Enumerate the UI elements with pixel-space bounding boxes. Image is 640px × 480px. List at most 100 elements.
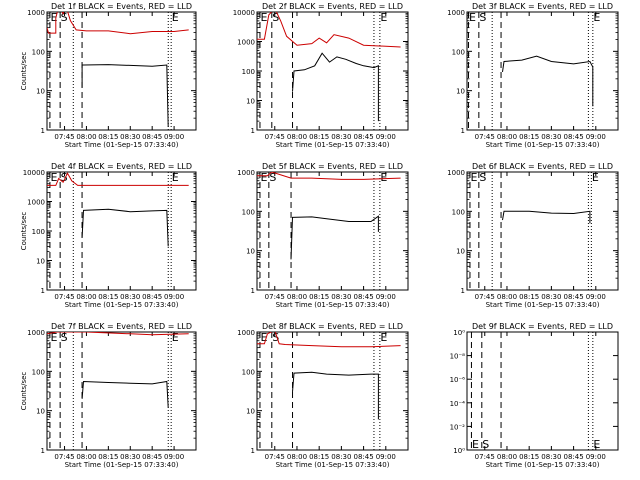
plot-frame: [46, 331, 197, 451]
x-tick-label: 08:45: [353, 293, 373, 301]
y-tick-label: 10: [456, 88, 465, 96]
x-axis-label: Start Time (01-Sep-15 07:33:40): [65, 301, 179, 309]
x-tick-label: 07:45: [475, 453, 495, 461]
x-tick-label: 08:15: [519, 453, 539, 461]
x-tick-label: 08:00: [497, 453, 517, 461]
x-tick-label: 09:00: [164, 293, 184, 301]
series-line: [257, 332, 401, 348]
plot-frame: [466, 11, 619, 131]
time-marker-label: E: [470, 171, 477, 184]
x-tick-label: 08:30: [120, 293, 140, 301]
x-tick-label: 08:45: [563, 293, 583, 301]
x-axis-label: Start Time (01-Sep-15 07:33:40): [276, 141, 390, 149]
series-line: [81, 380, 169, 408]
series-line: [47, 12, 189, 35]
panel-title: Det 1f BLACK = Events, RED = LLD: [51, 2, 192, 11]
y-tick-label: 10000: [233, 9, 255, 17]
panel-title: Det 6f BLACK = Events, RED = LLD: [472, 162, 613, 171]
x-tick-label: 08:00: [287, 133, 307, 141]
time-marker-label: E: [50, 331, 57, 344]
x-tick-label: 08:45: [353, 453, 373, 461]
time-marker-label: E: [260, 11, 267, 24]
series-line: [257, 172, 401, 180]
x-tick-label: 08:45: [563, 453, 583, 461]
y-tick-label: 10⁰: [453, 447, 465, 455]
y-tick-label: 10⁻⁴: [450, 400, 466, 408]
x-tick-label: 09:00: [164, 453, 184, 461]
y-tick-label: 1: [41, 287, 45, 295]
x-tick-label: 08:00: [497, 293, 517, 301]
time-marker-label: E: [172, 331, 179, 344]
x-tick-label: 07:45: [265, 453, 285, 461]
y-tick-label: 1: [461, 127, 465, 135]
x-tick-label: 08:00: [287, 293, 307, 301]
y-tick-label: 1: [461, 287, 465, 295]
x-tick-label: 08:15: [309, 293, 329, 301]
y-tick-label: 100: [242, 68, 255, 76]
x-tick-label: 08:15: [519, 133, 539, 141]
time-marker-label: S: [482, 438, 489, 451]
y-tick-label: 10⁻⁸: [450, 353, 466, 361]
y-tick-label: 1000: [27, 329, 45, 337]
x-tick-label: 08:30: [541, 293, 561, 301]
x-tick-label: 08:00: [497, 133, 517, 141]
plot-frame: [46, 11, 197, 131]
x-tick-label: 08:15: [98, 293, 118, 301]
x-tick-label: 08:15: [309, 453, 329, 461]
y-tick-label: 100: [32, 228, 45, 236]
series-line: [292, 52, 379, 122]
y-tick-label: 1: [251, 127, 255, 135]
series-line: [81, 208, 169, 247]
x-tick-label: 08:30: [120, 453, 140, 461]
time-marker-label: E: [50, 11, 57, 24]
time-marker-label: S: [272, 331, 279, 344]
time-marker-label: S: [269, 171, 276, 184]
time-marker-label: S: [61, 11, 68, 24]
plot-frame: [256, 11, 409, 131]
x-tick-label: 08:30: [541, 453, 561, 461]
plot-frame: [256, 331, 409, 451]
x-axis-label: Start Time (01-Sep-15 07:33:40): [486, 301, 600, 309]
panel-title: Det 5f BLACK = Events, RED = LLD: [262, 162, 403, 171]
x-axis-label: Start Time (01-Sep-15 07:33:40): [486, 461, 600, 469]
x-tick-label: 07:45: [475, 133, 495, 141]
time-marker-label: E: [593, 11, 600, 24]
y-tick-label: 100: [242, 208, 255, 216]
series-line: [81, 64, 169, 127]
x-tick-label: 08:00: [76, 133, 96, 141]
y-tick-label: 1: [251, 447, 255, 455]
x-tick-label: 09:00: [586, 133, 606, 141]
x-tick-label: 08:30: [331, 453, 351, 461]
y-tick-label: 10000: [23, 169, 45, 177]
time-marker-label: S: [272, 11, 279, 24]
time-marker-label: E: [172, 171, 179, 184]
time-marker-label: E: [592, 171, 599, 184]
x-tick-label: 08:30: [331, 133, 351, 141]
time-marker-label: E: [380, 331, 387, 344]
y-tick-label: 10⁻²: [450, 423, 466, 431]
time-marker-label: E: [172, 11, 179, 24]
x-tick-label: 09:00: [586, 453, 606, 461]
y-tick-label: 1000: [237, 169, 255, 177]
x-tick-label: 09:00: [586, 293, 606, 301]
x-axis-label: Start Time (01-Sep-15 07:33:40): [276, 461, 390, 469]
x-axis-label: Start Time (01-Sep-15 07:33:40): [65, 141, 179, 149]
y-tick-label: 1000: [447, 169, 465, 177]
series-line: [47, 332, 189, 336]
y-axis-label: Counts/sec: [20, 372, 28, 411]
x-tick-label: 08:45: [142, 453, 162, 461]
x-tick-label: 08:15: [519, 293, 539, 301]
y-tick-label: 100: [242, 368, 255, 376]
y-tick-label: 10: [36, 408, 45, 416]
x-tick-label: 08:30: [331, 293, 351, 301]
x-tick-label: 08:00: [76, 293, 96, 301]
y-tick-label: 10: [246, 98, 255, 106]
time-marker-label: E: [260, 331, 267, 344]
panel-title: Det 7f BLACK = Events, RED = LLD: [51, 322, 192, 331]
